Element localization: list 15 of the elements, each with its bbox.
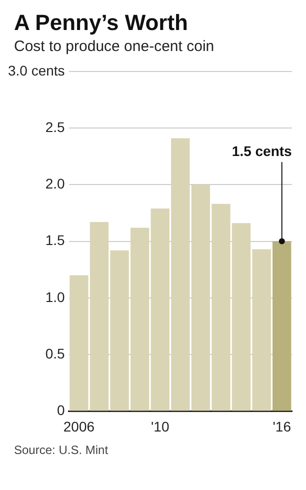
y-tick-label: 2.0: [45, 176, 66, 192]
bar: [272, 241, 292, 411]
source-note: Source: U.S. Mint: [14, 443, 110, 457]
x-tick-label: 2006: [63, 418, 95, 434]
y-tick-label: 1.5: [45, 232, 66, 248]
y-tick-label: 2.5: [45, 118, 66, 135]
chart-subtitle: Cost to produce one-cent coin: [14, 38, 216, 55]
chart-title: A Penny’s Worth: [14, 10, 189, 36]
y-tick-label: 3.0 cents: [8, 62, 65, 78]
x-tick-label: '10: [150, 418, 170, 434]
y-tick-label: 0.5: [45, 345, 66, 362]
y-tick-label: 0: [57, 402, 66, 418]
annotation: 1.5 cents: [232, 142, 292, 159]
y-tick-label: 1.0: [45, 288, 66, 305]
x-tick-label: '16: [272, 418, 292, 434]
